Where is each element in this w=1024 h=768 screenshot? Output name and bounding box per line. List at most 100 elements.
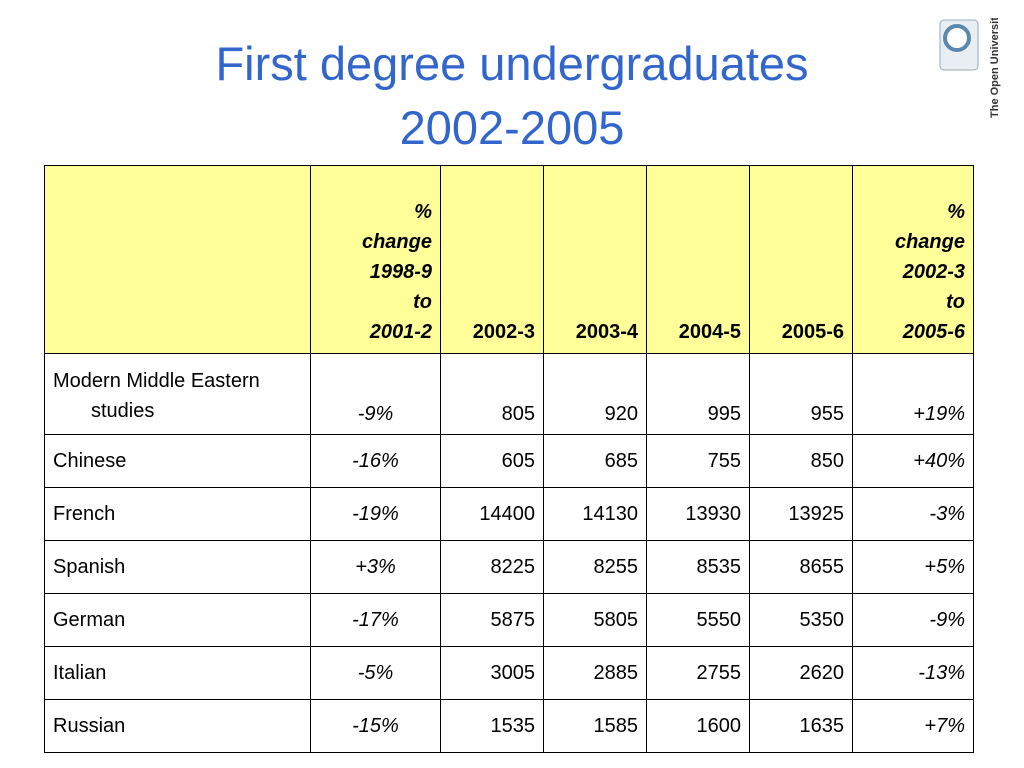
header-cell: 2005-6: [749, 165, 853, 354]
table-cell: 920: [543, 353, 647, 435]
logo-text: The Open University: [989, 18, 1001, 118]
cell-value: 5805: [593, 608, 639, 631]
table-cell: 5350: [749, 593, 853, 647]
cell-value: 1600: [696, 714, 742, 737]
cell-text: +7%: [924, 714, 965, 737]
cell-text: -15%: [352, 714, 399, 737]
header-line: 2005-6: [902, 321, 965, 343]
table-cell: 1600: [646, 699, 750, 753]
header-cell: 2003-4: [543, 165, 647, 354]
table-cell: -16%: [310, 434, 441, 488]
logo: The Open University: [939, 18, 1001, 118]
header-row: % change 1998-9 to 2001-2 2002-3 2003-4 2004-5 2…: [44, 165, 974, 354]
row-label: Italian: [53, 662, 107, 684]
table-cell: 2885: [543, 646, 647, 700]
cell-value: 8255: [593, 555, 639, 578]
cell-value: 2755: [696, 661, 742, 684]
header-cell: % change 2002-3 to 2005-6: [852, 165, 974, 354]
table-cell: 13925: [749, 487, 853, 541]
cell-value: 955: [810, 403, 844, 425]
cell-value: 995: [707, 403, 741, 425]
table-row: Italian -5% 3005 2885 2755 2620 -13%: [44, 646, 974, 700]
table-cell: 5805: [543, 593, 647, 647]
cell-text: -13%: [918, 661, 965, 684]
table-cell: Italian: [44, 646, 311, 700]
table-cell: 5550: [646, 593, 750, 647]
cell-value: 805: [501, 403, 535, 425]
cell-value: 605: [501, 449, 535, 472]
cell-text: -3%: [929, 502, 965, 525]
table-cell: Modern Middle Eastern studies: [44, 353, 311, 435]
table-cell: +40%: [852, 434, 974, 488]
table-cell: 685: [543, 434, 647, 488]
table-cell: 995: [646, 353, 750, 435]
table-cell: 2755: [646, 646, 750, 700]
cell-value: 5350: [799, 608, 845, 631]
cell-value: 2885: [593, 661, 639, 684]
table-cell: +3%: [310, 540, 441, 594]
table-cell: 14400: [440, 487, 544, 541]
table-cell: 8655: [749, 540, 853, 594]
table-cell: -19%: [310, 487, 441, 541]
table-cell: -9%: [310, 353, 441, 435]
header-cell: [44, 165, 311, 354]
cell-value: 13930: [685, 502, 741, 525]
table-row: Russian -15% 1535 1585 1600 1635 +7%: [44, 699, 974, 753]
cell-text: +19%: [913, 403, 965, 425]
header-line: %: [414, 201, 432, 223]
header-cell: 2002-3: [440, 165, 544, 354]
table-cell: +7%: [852, 699, 974, 753]
header-line: 2002-3: [472, 321, 535, 343]
cell-value: 5550: [696, 608, 742, 631]
table-cell: 3005: [440, 646, 544, 700]
data-table: % change 1998-9 to 2001-2 2002-3 2003-4 2004-5 2…: [44, 165, 974, 753]
table-cell: 5875: [440, 593, 544, 647]
header-line: 2003-4: [575, 321, 638, 343]
header-line: 2004-5: [678, 321, 741, 343]
table-cell: Spanish: [44, 540, 311, 594]
cell-text: -16%: [352, 449, 399, 472]
table-cell: 8225: [440, 540, 544, 594]
table-cell: Russian: [44, 699, 311, 753]
row-label: Russian: [53, 715, 126, 737]
title: First degree undergraduates 2002-2005: [0, 32, 1024, 160]
row-label: German: [53, 609, 126, 631]
table-cell: +5%: [852, 540, 974, 594]
header-line: 2001-2: [369, 321, 432, 343]
cell-text: -5%: [357, 661, 394, 684]
table-cell: 955: [749, 353, 853, 435]
cell-value: 755: [707, 449, 741, 472]
cell-text: +5%: [924, 555, 965, 578]
table-cell: 850: [749, 434, 853, 488]
table-cell: 13930: [646, 487, 750, 541]
table-cell: German: [44, 593, 311, 647]
header-line: %: [947, 201, 965, 223]
header-line: to: [413, 291, 432, 313]
cell-value: 685: [604, 449, 638, 472]
table-cell: 1585: [543, 699, 647, 753]
table-cell: 605: [440, 434, 544, 488]
cell-value: 1635: [799, 714, 845, 737]
title-line: First degree undergraduates: [215, 37, 809, 90]
table-cell: +19%: [852, 353, 974, 435]
header-line: change: [894, 231, 965, 253]
table-cell: 805: [440, 353, 544, 435]
row-label: Spanish: [53, 556, 126, 578]
table-cell: 14130: [543, 487, 647, 541]
cell-value: 14130: [582, 502, 638, 525]
cell-text: -19%: [352, 502, 399, 525]
table-cell: 1535: [440, 699, 544, 753]
header-line: 1998-9: [369, 261, 432, 283]
header-line: to: [946, 291, 965, 313]
header-line: 2002-3: [902, 261, 965, 283]
table-cell: -17%: [310, 593, 441, 647]
cell-value: 8225: [490, 555, 536, 578]
cell-text: +3%: [355, 555, 396, 578]
cell-value: 5875: [490, 608, 536, 631]
cell-value: 8655: [799, 555, 845, 578]
header-cell: % change 1998-9 to 2001-2: [310, 165, 441, 354]
cell-value: 13925: [788, 502, 844, 525]
cell-text: -17%: [352, 608, 399, 631]
table-cell: Chinese: [44, 434, 311, 488]
table-cell: 8535: [646, 540, 750, 594]
